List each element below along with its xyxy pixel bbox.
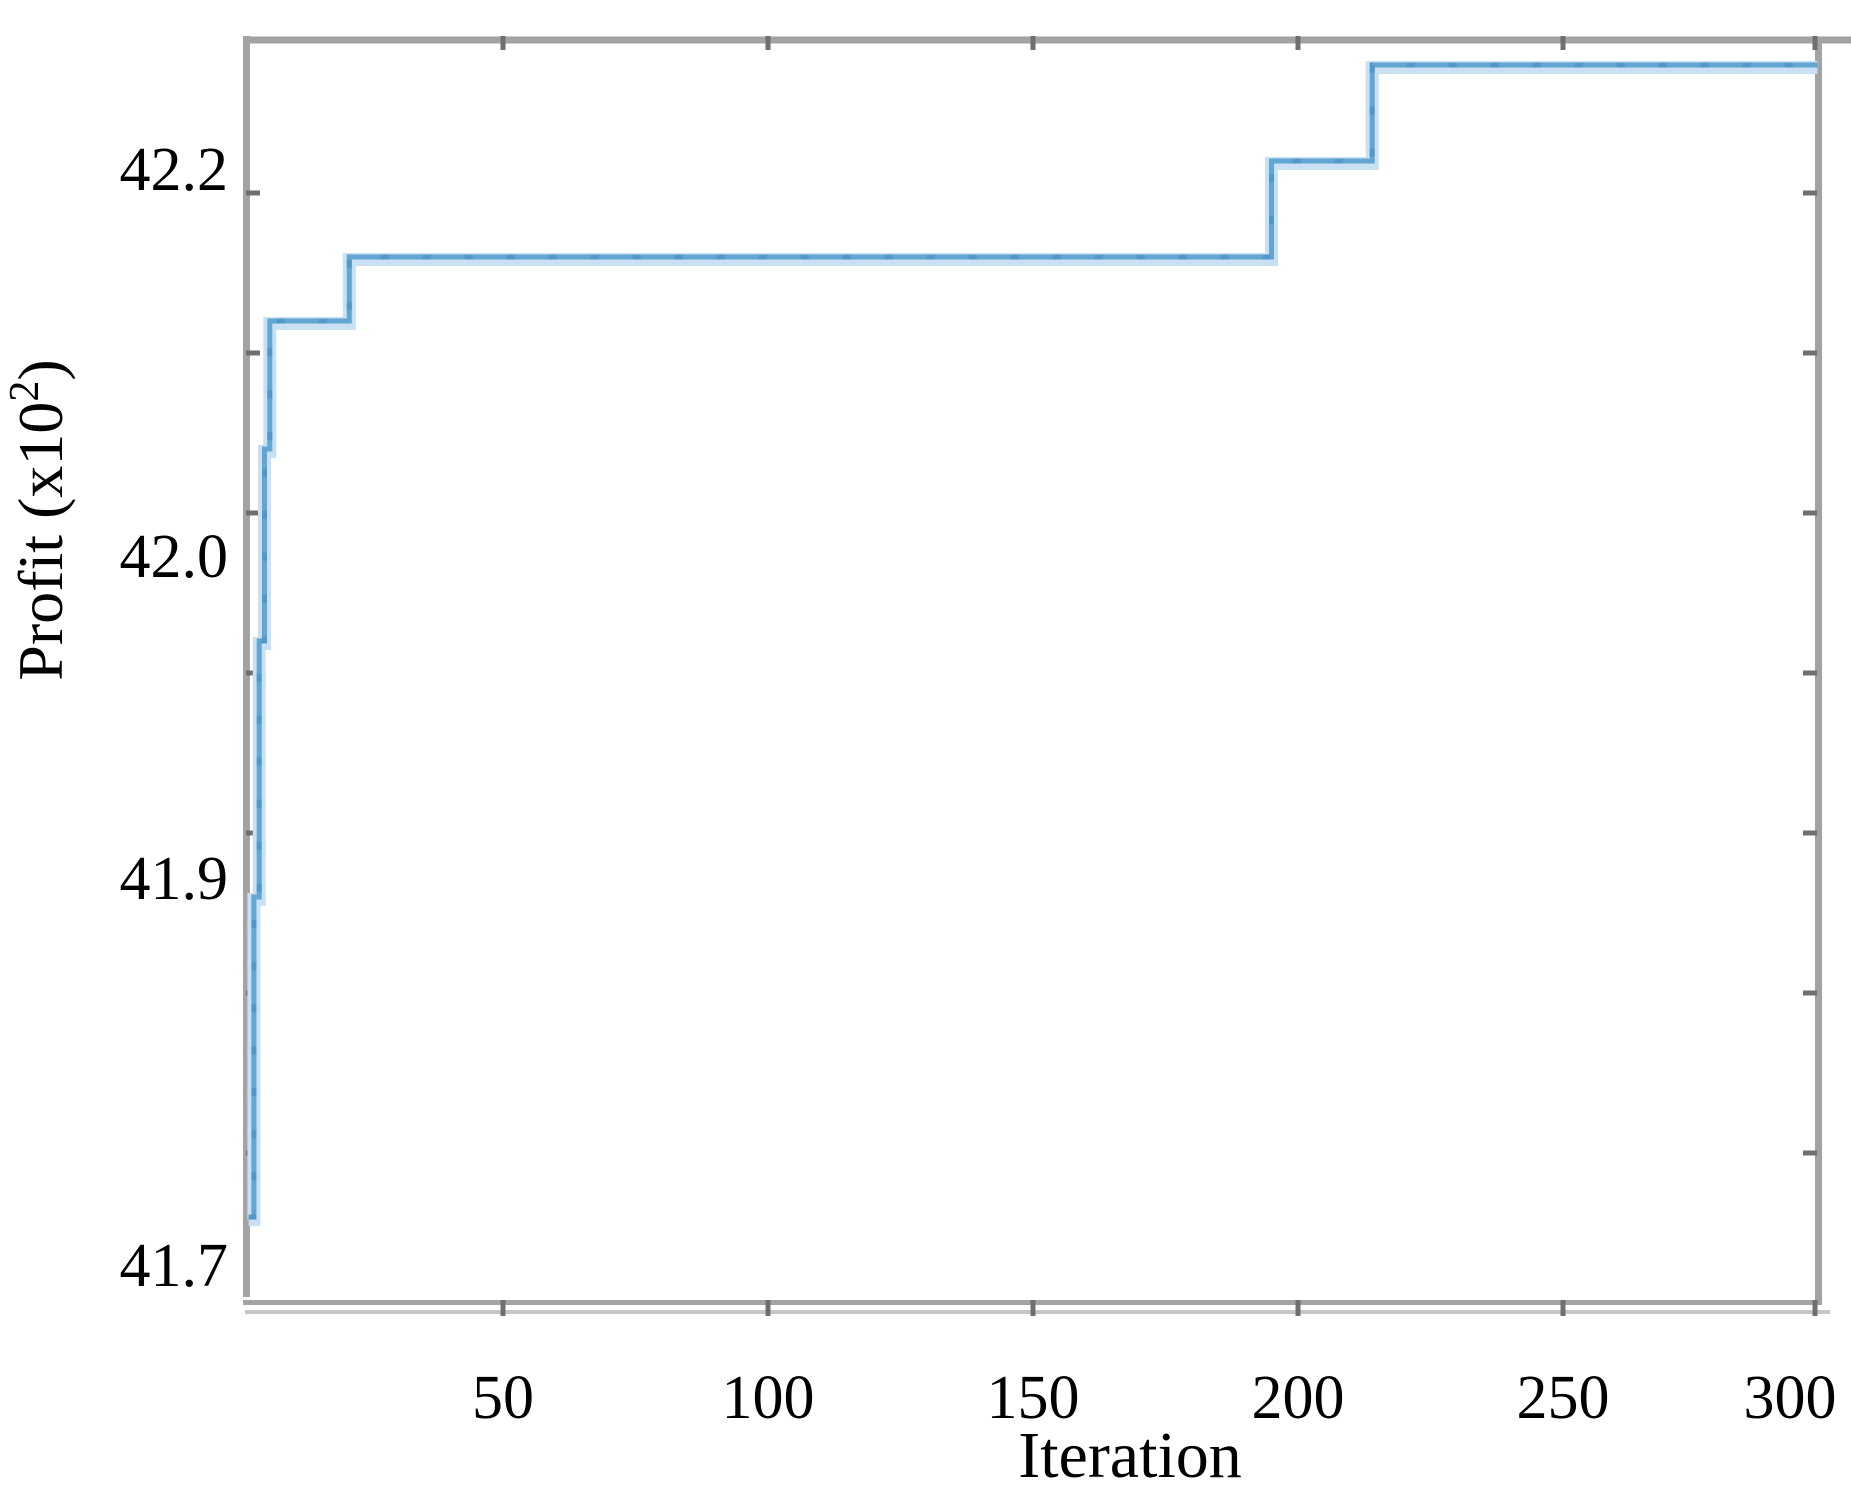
x-tick-label: 250 — [1517, 1364, 1610, 1432]
y-tick-label: 41.7 — [120, 1232, 229, 1300]
plot-border — [243, 36, 1851, 1314]
profit-line — [248, 62, 1818, 1220]
profit-line-markers — [248, 62, 1818, 1220]
x-tick-label: 300 — [1744, 1364, 1837, 1432]
y-tick-label: 42.2 — [120, 136, 229, 204]
x-axis-title: Iteration — [1018, 1419, 1242, 1492]
x-tick-label: 50 — [472, 1364, 534, 1432]
x-tick-labels: 50 100 150 200 250 300 — [472, 1364, 1837, 1432]
x-tick-label: 150 — [987, 1364, 1080, 1432]
y-tick-label: 42.0 — [120, 523, 229, 591]
y-tick-label: 41.9 — [120, 845, 229, 913]
x-tick-label: 100 — [722, 1364, 815, 1432]
y-axis-title: Profit (x102) — [2, 359, 76, 680]
series-line — [247, 61, 1818, 1226]
axis-ticks — [246, 36, 1818, 1316]
y-tick-labels: 42.2 42.0 41.9 41.7 — [120, 136, 229, 1300]
x-tick-label: 200 — [1252, 1364, 1345, 1432]
profit-line-halo — [247, 61, 1818, 1226]
